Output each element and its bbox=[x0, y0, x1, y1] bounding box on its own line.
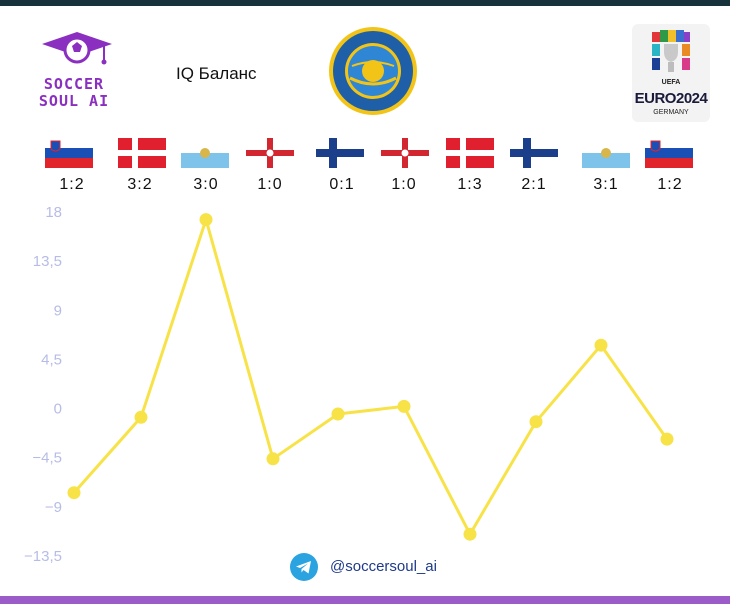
euro-country-label: GERMANY bbox=[653, 109, 689, 116]
top-bar bbox=[0, 0, 730, 6]
data-point bbox=[134, 410, 148, 424]
euro-uefa-label: UEFA bbox=[661, 79, 681, 86]
euro-trophy-icon bbox=[652, 30, 690, 72]
northern-ireland-flag-icon bbox=[246, 138, 294, 168]
y-tick-label: 0 bbox=[54, 401, 62, 418]
data-point bbox=[331, 407, 345, 421]
bottom-bar bbox=[0, 596, 730, 604]
soccer-soul-logo-icon bbox=[42, 32, 112, 65]
match-score: 1:2 bbox=[657, 176, 683, 193]
match-score: 0:1 bbox=[329, 176, 355, 193]
match-score: 1:0 bbox=[391, 176, 417, 193]
match-score: 1:2 bbox=[59, 176, 85, 193]
data-point bbox=[397, 399, 411, 413]
telegram-handle-link[interactable]: @soccersoul_ai bbox=[330, 558, 437, 575]
series-line bbox=[72, 218, 669, 536]
data-point bbox=[660, 432, 674, 446]
y-tick-label: 13,5 bbox=[33, 253, 62, 270]
y-tick-label: −4,5 bbox=[32, 450, 62, 467]
data-point bbox=[199, 213, 213, 227]
y-tick-label: −13,5 bbox=[24, 548, 62, 565]
finland-flag-icon bbox=[510, 138, 558, 168]
slovenia-flag-icon bbox=[45, 138, 93, 168]
match-score: 1:3 bbox=[457, 176, 483, 193]
northern-ireland-flag-icon bbox=[381, 138, 429, 168]
match-score: 3:0 bbox=[193, 176, 219, 193]
denmark-flag-icon bbox=[446, 138, 494, 168]
federation-seal-icon bbox=[329, 27, 417, 115]
match-score: 2:1 bbox=[521, 176, 547, 193]
euro-title-label: EURO2024 bbox=[634, 90, 708, 107]
match-score: 3:1 bbox=[593, 176, 619, 193]
match-score: 3:2 bbox=[127, 176, 153, 193]
data-point bbox=[529, 415, 543, 429]
san-marino-flag-icon bbox=[181, 138, 229, 168]
chart-title: IQ Баланс bbox=[176, 64, 257, 83]
data-point bbox=[266, 452, 280, 466]
data-point bbox=[594, 338, 608, 352]
slovenia-flag-icon bbox=[645, 138, 693, 168]
denmark-flag-icon bbox=[118, 138, 166, 168]
y-tick-label: 9 bbox=[54, 302, 62, 319]
y-tick-label: 18 bbox=[45, 204, 62, 221]
data-point bbox=[67, 486, 81, 500]
san-marino-flag-icon bbox=[582, 138, 630, 168]
brand-line-1: SOCCER bbox=[43, 75, 105, 93]
y-tick-label: 4,5 bbox=[41, 351, 62, 368]
finland-flag-icon bbox=[316, 138, 364, 168]
brand-line-2: SOUL AI bbox=[38, 92, 110, 110]
data-point bbox=[463, 527, 477, 541]
y-tick-label: −9 bbox=[45, 499, 62, 516]
telegram-icon[interactable] bbox=[290, 553, 318, 581]
match-score: 1:0 bbox=[257, 176, 283, 193]
